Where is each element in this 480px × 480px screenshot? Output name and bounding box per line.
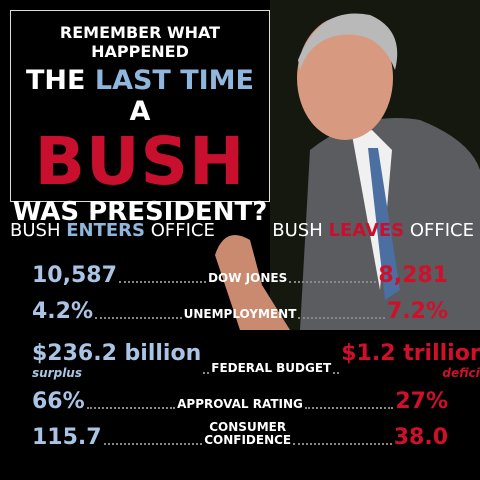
suit [300, 118, 480, 330]
comparison-row: 4.2% UNEMPLOYMENT 7.2% [32, 288, 448, 324]
metric-label: FEDERAL BUDGET [211, 362, 331, 375]
leader-dots [298, 317, 385, 319]
after-cell: 7.2% [387, 300, 448, 324]
hair [298, 13, 398, 70]
metric-label-line: FEDERAL BUDGET [211, 361, 332, 375]
leader-dots [95, 317, 182, 319]
after-value: 38.0 [393, 425, 449, 450]
comparison-row: 115.7 CONSUMER CONFIDENCE 38.0 [32, 414, 448, 450]
headline-word: THE [25, 65, 86, 96]
leader-dots [289, 281, 377, 283]
left-header: BUSH ENTERS OFFICE [10, 220, 215, 241]
headline-line: WAS PRESIDENT? [12, 197, 268, 227]
hand [215, 235, 290, 330]
before-cell: 10,587 [32, 264, 117, 288]
metric-label-line: DOW JONES [208, 271, 288, 285]
metric-label-line: CONSUMER [209, 420, 287, 434]
comparison-row: 66% APPROVAL RATING 27% [32, 378, 448, 414]
headline-line: THE LAST TIME A [11, 65, 269, 127]
headline-name: BUSH [34, 123, 246, 200]
headline-highlight: LAST TIME [94, 65, 254, 96]
before-cell: 4.2% [32, 300, 93, 324]
before-value: 66% [32, 389, 85, 414]
headline-word: A [129, 96, 151, 127]
header-verb: ENTERS [66, 220, 145, 241]
metric-label-line: UNEMPLOYMENT [183, 307, 297, 321]
before-value: 10,587 [32, 263, 117, 288]
header-word: BUSH [272, 220, 323, 241]
comparison-rows: 10,587 DOW JONES 8,281 4.2% UNEMPLOYMENT 7.2%… [32, 252, 480, 450]
metric-label: CONSUMER CONFIDENCE [204, 421, 291, 447]
header-word: OFFICE [150, 220, 215, 241]
leader-dots [118, 281, 207, 283]
header-verb: LEAVES [328, 220, 405, 241]
metric-label-line: APPROVAL RATING [177, 397, 303, 411]
metric-label: DOW JONES [208, 272, 287, 285]
leader-dots [103, 443, 203, 445]
headline-line: REMEMBER WHAT HAPPENED [59, 23, 221, 61]
leader-dots [203, 372, 210, 374]
after-cell: 38.0 [394, 426, 448, 450]
headline: REMEMBER WHAT HAPPENED THE LAST TIME A B… [10, 10, 270, 227]
after-value: 7.2% [386, 299, 448, 324]
after-cell: 8,281 [378, 264, 448, 288]
header-word: BUSH [10, 220, 61, 241]
before-cell: 115.7 [32, 426, 102, 450]
leader-dots [293, 443, 392, 445]
tie [368, 148, 400, 300]
metric-label-line: CONFIDENCE [204, 433, 292, 447]
before-value: 4.2% [32, 299, 94, 324]
before-value: $236.2 billion [32, 341, 202, 366]
after-cell: 27% [395, 390, 448, 414]
right-header: BUSH LEAVES OFFICE [272, 220, 474, 241]
after-value: $1.2 trillion [341, 341, 480, 366]
metric-label: UNEMPLOYMENT [184, 308, 297, 321]
after-note: deficit [442, 366, 480, 380]
before-value: 115.7 [32, 425, 102, 450]
after-cell: $1.2 trilliondeficit [341, 341, 480, 381]
comparison-row: $236.2 billion surplus FEDERAL BUDGET $1.2 … [32, 324, 480, 381]
leader-dots [86, 407, 176, 409]
leader-dots [304, 407, 394, 409]
face [297, 16, 393, 140]
before-cell: $236.2 billion surplus [32, 341, 202, 381]
before-cell: 66% [32, 390, 85, 414]
leader-dots [333, 372, 340, 374]
after-value: 8,281 [378, 263, 448, 288]
after-value: 27% [395, 389, 448, 414]
comparison-row: 10,587 DOW JONES 8,281 [32, 252, 448, 288]
header-word: OFFICE [409, 220, 474, 241]
before-note: surplus [32, 366, 82, 380]
metric-label: APPROVAL RATING [177, 398, 303, 411]
